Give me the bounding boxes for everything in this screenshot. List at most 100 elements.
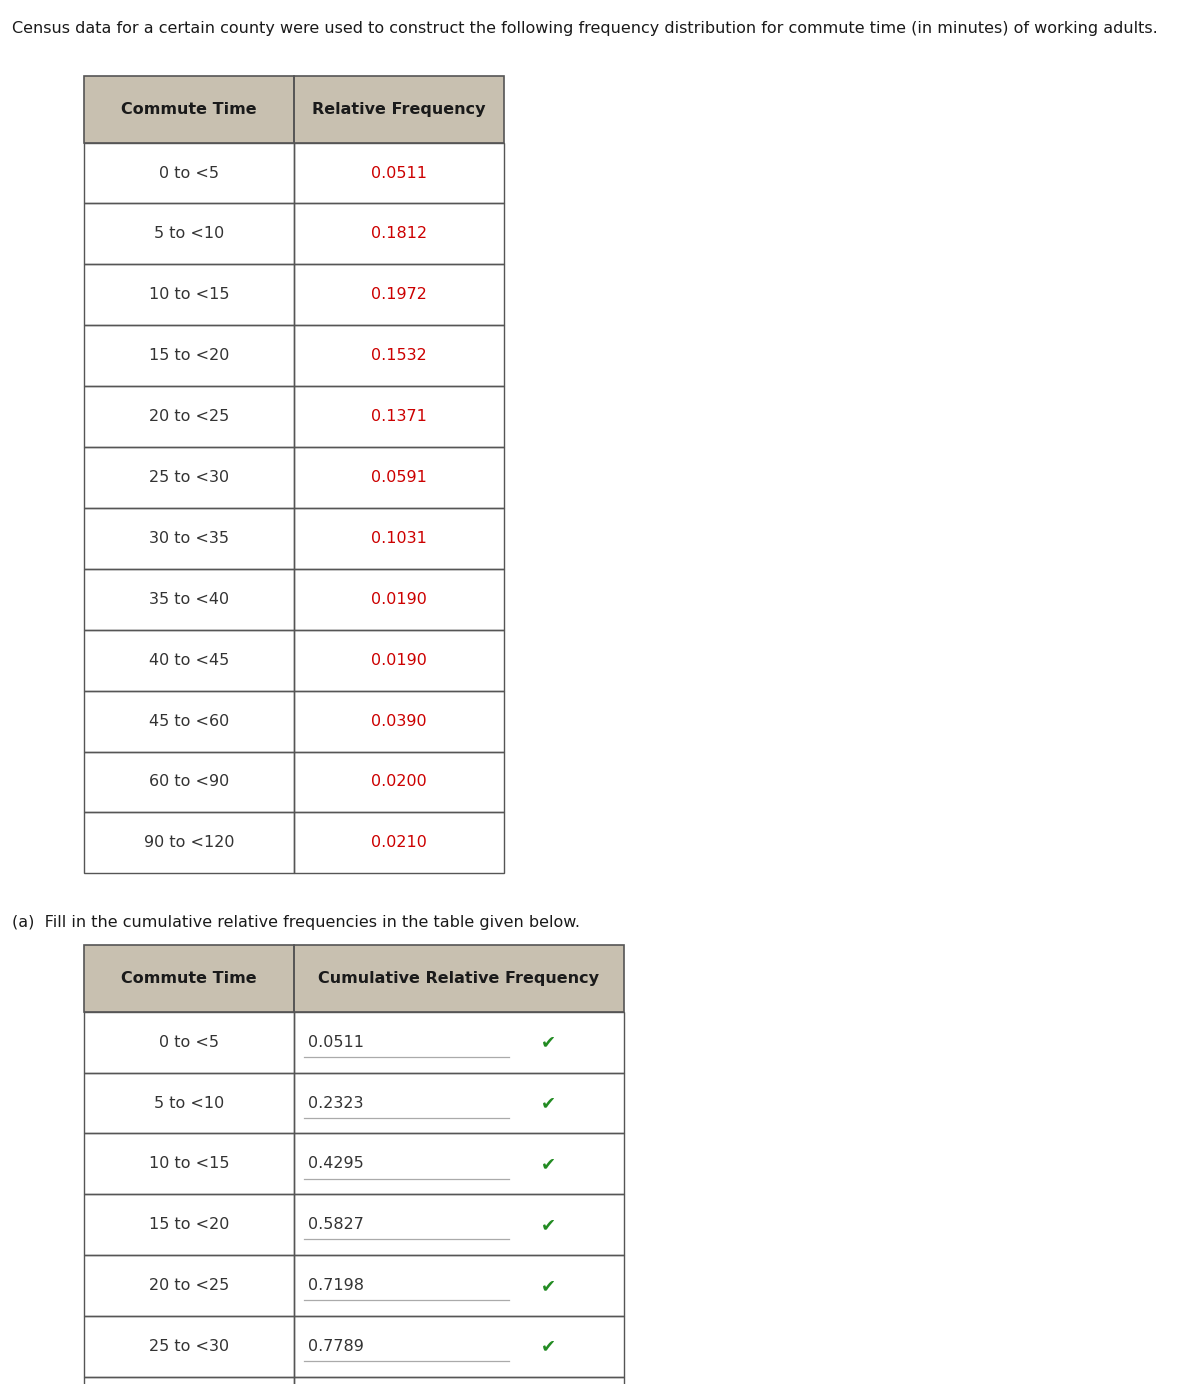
Bar	[84, 1012, 294, 1073]
Bar	[294, 1377, 624, 1384]
Text: 20 to <25: 20 to <25	[149, 1279, 229, 1293]
Text: Commute Time: Commute Time	[121, 102, 257, 116]
Text: Census data for a certain county were used to construct the following frequency : Census data for a certain county were us…	[12, 21, 1158, 36]
Bar	[294, 325, 504, 386]
Bar	[294, 264, 504, 325]
Bar	[294, 325, 504, 386]
Bar	[84, 264, 294, 325]
Bar	[294, 143, 504, 203]
Bar	[294, 752, 504, 812]
Bar	[294, 508, 504, 569]
Bar	[294, 691, 504, 752]
Bar	[84, 691, 294, 752]
Text: 0.0190: 0.0190	[371, 653, 427, 667]
Bar	[294, 76, 504, 143]
Text: ✔: ✔	[540, 1032, 556, 1052]
Text: ✔: ✔	[540, 1276, 556, 1295]
Bar	[294, 812, 504, 873]
Bar	[84, 203, 294, 264]
Bar	[294, 630, 504, 691]
Text: 20 to <25: 20 to <25	[149, 410, 229, 424]
Bar	[84, 569, 294, 630]
Bar	[84, 812, 294, 873]
Bar	[294, 203, 504, 264]
Text: 10 to <15: 10 to <15	[149, 288, 229, 302]
Bar	[294, 386, 504, 447]
Bar	[84, 447, 294, 508]
Text: 15 to <20: 15 to <20	[149, 1218, 229, 1232]
Bar	[84, 1316, 294, 1377]
Bar	[294, 945, 624, 1012]
Bar	[294, 264, 504, 325]
Bar	[84, 945, 294, 1012]
Bar	[294, 447, 504, 508]
Bar	[294, 1073, 624, 1133]
Bar	[84, 325, 294, 386]
Text: 0.1371: 0.1371	[371, 410, 427, 424]
Bar	[84, 812, 294, 873]
Bar	[294, 1133, 624, 1194]
Text: 60 to <90: 60 to <90	[149, 775, 229, 789]
Text: 35 to <40: 35 to <40	[149, 592, 229, 606]
Text: 0.0190: 0.0190	[371, 592, 427, 606]
Bar	[84, 945, 294, 1012]
Text: 10 to <15: 10 to <15	[149, 1157, 229, 1171]
Bar	[84, 203, 294, 264]
Bar	[294, 143, 504, 203]
Text: 0.5827: 0.5827	[308, 1218, 365, 1232]
Bar	[294, 812, 504, 873]
Text: 5 to <10: 5 to <10	[154, 227, 224, 241]
Bar	[294, 569, 504, 630]
Text: 40 to <45: 40 to <45	[149, 653, 229, 667]
Bar	[84, 76, 294, 143]
Text: 25 to <30: 25 to <30	[149, 471, 229, 484]
Bar	[294, 386, 504, 447]
Bar	[84, 1133, 294, 1194]
Bar	[294, 76, 504, 143]
Text: 0.0210: 0.0210	[371, 836, 427, 850]
Text: 25 to <30: 25 to <30	[149, 1340, 229, 1354]
Bar	[294, 203, 504, 264]
Bar	[84, 630, 294, 691]
Text: 15 to <20: 15 to <20	[149, 349, 229, 363]
Bar	[84, 1073, 294, 1133]
Bar	[84, 1012, 294, 1073]
Text: 0.2323: 0.2323	[308, 1096, 364, 1110]
Text: 0.7198: 0.7198	[308, 1279, 365, 1293]
Bar	[294, 1255, 624, 1316]
Bar	[84, 1194, 294, 1255]
Text: 0.4295: 0.4295	[308, 1157, 364, 1171]
Bar	[294, 630, 504, 691]
Text: ✔: ✔	[540, 1093, 556, 1113]
Text: 0.0390: 0.0390	[371, 714, 427, 728]
Text: Commute Time: Commute Time	[121, 972, 257, 985]
Bar	[294, 1012, 624, 1073]
Text: 0.1812: 0.1812	[371, 227, 427, 241]
Text: 45 to <60: 45 to <60	[149, 714, 229, 728]
Bar	[84, 1133, 294, 1194]
Text: 0 to <5: 0 to <5	[158, 166, 220, 180]
Bar	[294, 1073, 624, 1133]
Bar	[294, 508, 504, 569]
Text: Cumulative Relative Frequency: Cumulative Relative Frequency	[318, 972, 600, 985]
Text: 0 to <5: 0 to <5	[158, 1035, 220, 1049]
Bar	[294, 1255, 624, 1316]
Bar	[294, 1316, 624, 1377]
Text: 0.0511: 0.0511	[308, 1035, 365, 1049]
Text: 0.0511: 0.0511	[371, 166, 427, 180]
Bar	[294, 1133, 624, 1194]
Bar	[294, 691, 504, 752]
Bar	[84, 143, 294, 203]
Bar	[84, 1377, 294, 1384]
Bar	[84, 1377, 294, 1384]
Bar	[84, 508, 294, 569]
Text: 0.1031: 0.1031	[371, 531, 427, 545]
Bar	[84, 1255, 294, 1316]
Bar	[84, 630, 294, 691]
Bar	[294, 569, 504, 630]
Text: ✔: ✔	[540, 1154, 556, 1174]
Bar	[84, 76, 294, 143]
Text: 0.7789: 0.7789	[308, 1340, 365, 1354]
Text: 0.0591: 0.0591	[371, 471, 427, 484]
Bar	[84, 569, 294, 630]
